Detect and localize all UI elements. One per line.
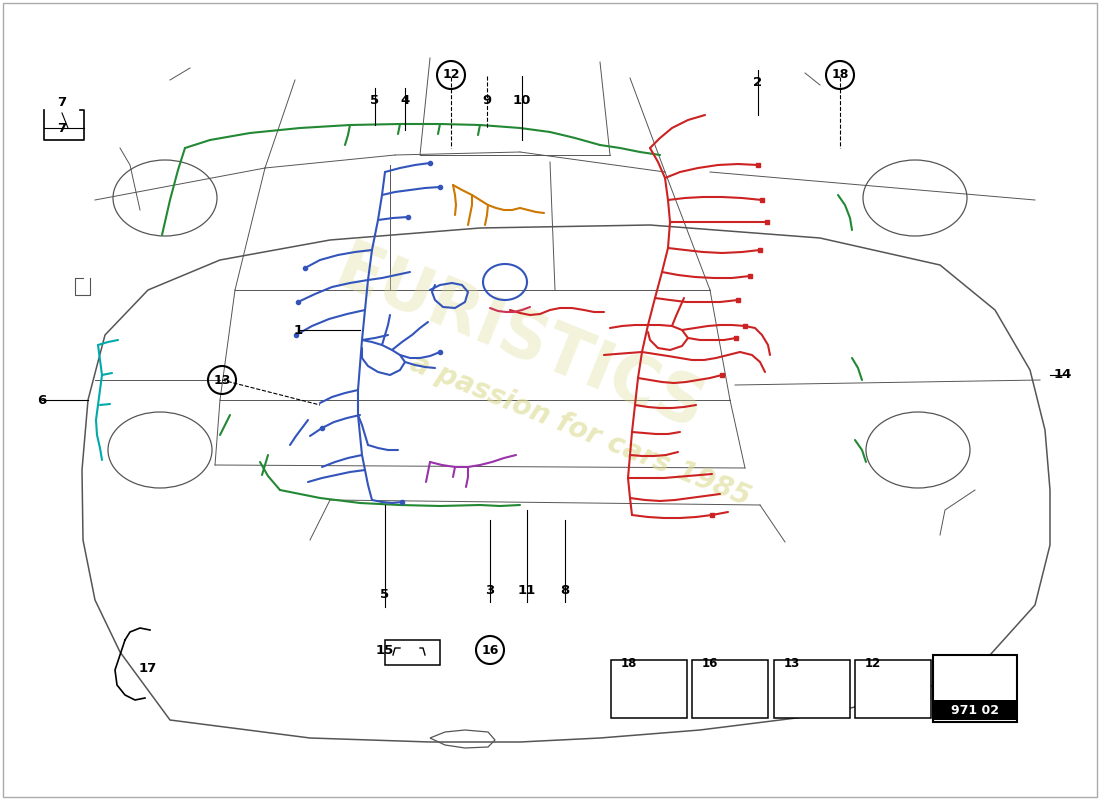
Text: 16: 16: [702, 657, 718, 670]
Text: 15: 15: [376, 643, 394, 657]
Text: 12: 12: [442, 69, 460, 82]
Text: 13: 13: [784, 657, 801, 670]
Bar: [933, 655, 1018, 722]
Bar: [385, 640, 440, 665]
Bar: [774, 660, 850, 718]
Text: 4: 4: [400, 94, 409, 106]
Text: 7: 7: [57, 122, 67, 134]
Text: 5: 5: [381, 589, 389, 602]
Text: 6: 6: [37, 394, 46, 406]
Text: 10: 10: [513, 94, 531, 106]
Text: 3: 3: [485, 583, 495, 597]
Text: 1: 1: [294, 323, 302, 337]
Text: 9: 9: [483, 94, 492, 106]
Text: 5: 5: [371, 94, 380, 106]
Text: EURISTICS: EURISTICS: [326, 236, 714, 444]
Text: 11: 11: [518, 583, 536, 597]
Text: 7: 7: [57, 97, 67, 110]
Bar: [855, 660, 931, 718]
Text: 14: 14: [1054, 369, 1072, 382]
Text: 8: 8: [560, 583, 570, 597]
Bar: [692, 660, 768, 718]
Text: 17: 17: [139, 662, 157, 674]
Text: 18: 18: [832, 69, 849, 82]
Text: a passion for cars 1985: a passion for cars 1985: [406, 349, 755, 511]
Text: 971 02: 971 02: [952, 703, 999, 717]
Text: 16: 16: [482, 643, 498, 657]
Text: 18: 18: [621, 657, 637, 670]
Bar: [933, 700, 1018, 720]
Text: 12: 12: [865, 657, 881, 670]
Text: 2: 2: [754, 75, 762, 89]
Bar: [610, 660, 688, 718]
Text: 13: 13: [213, 374, 231, 386]
